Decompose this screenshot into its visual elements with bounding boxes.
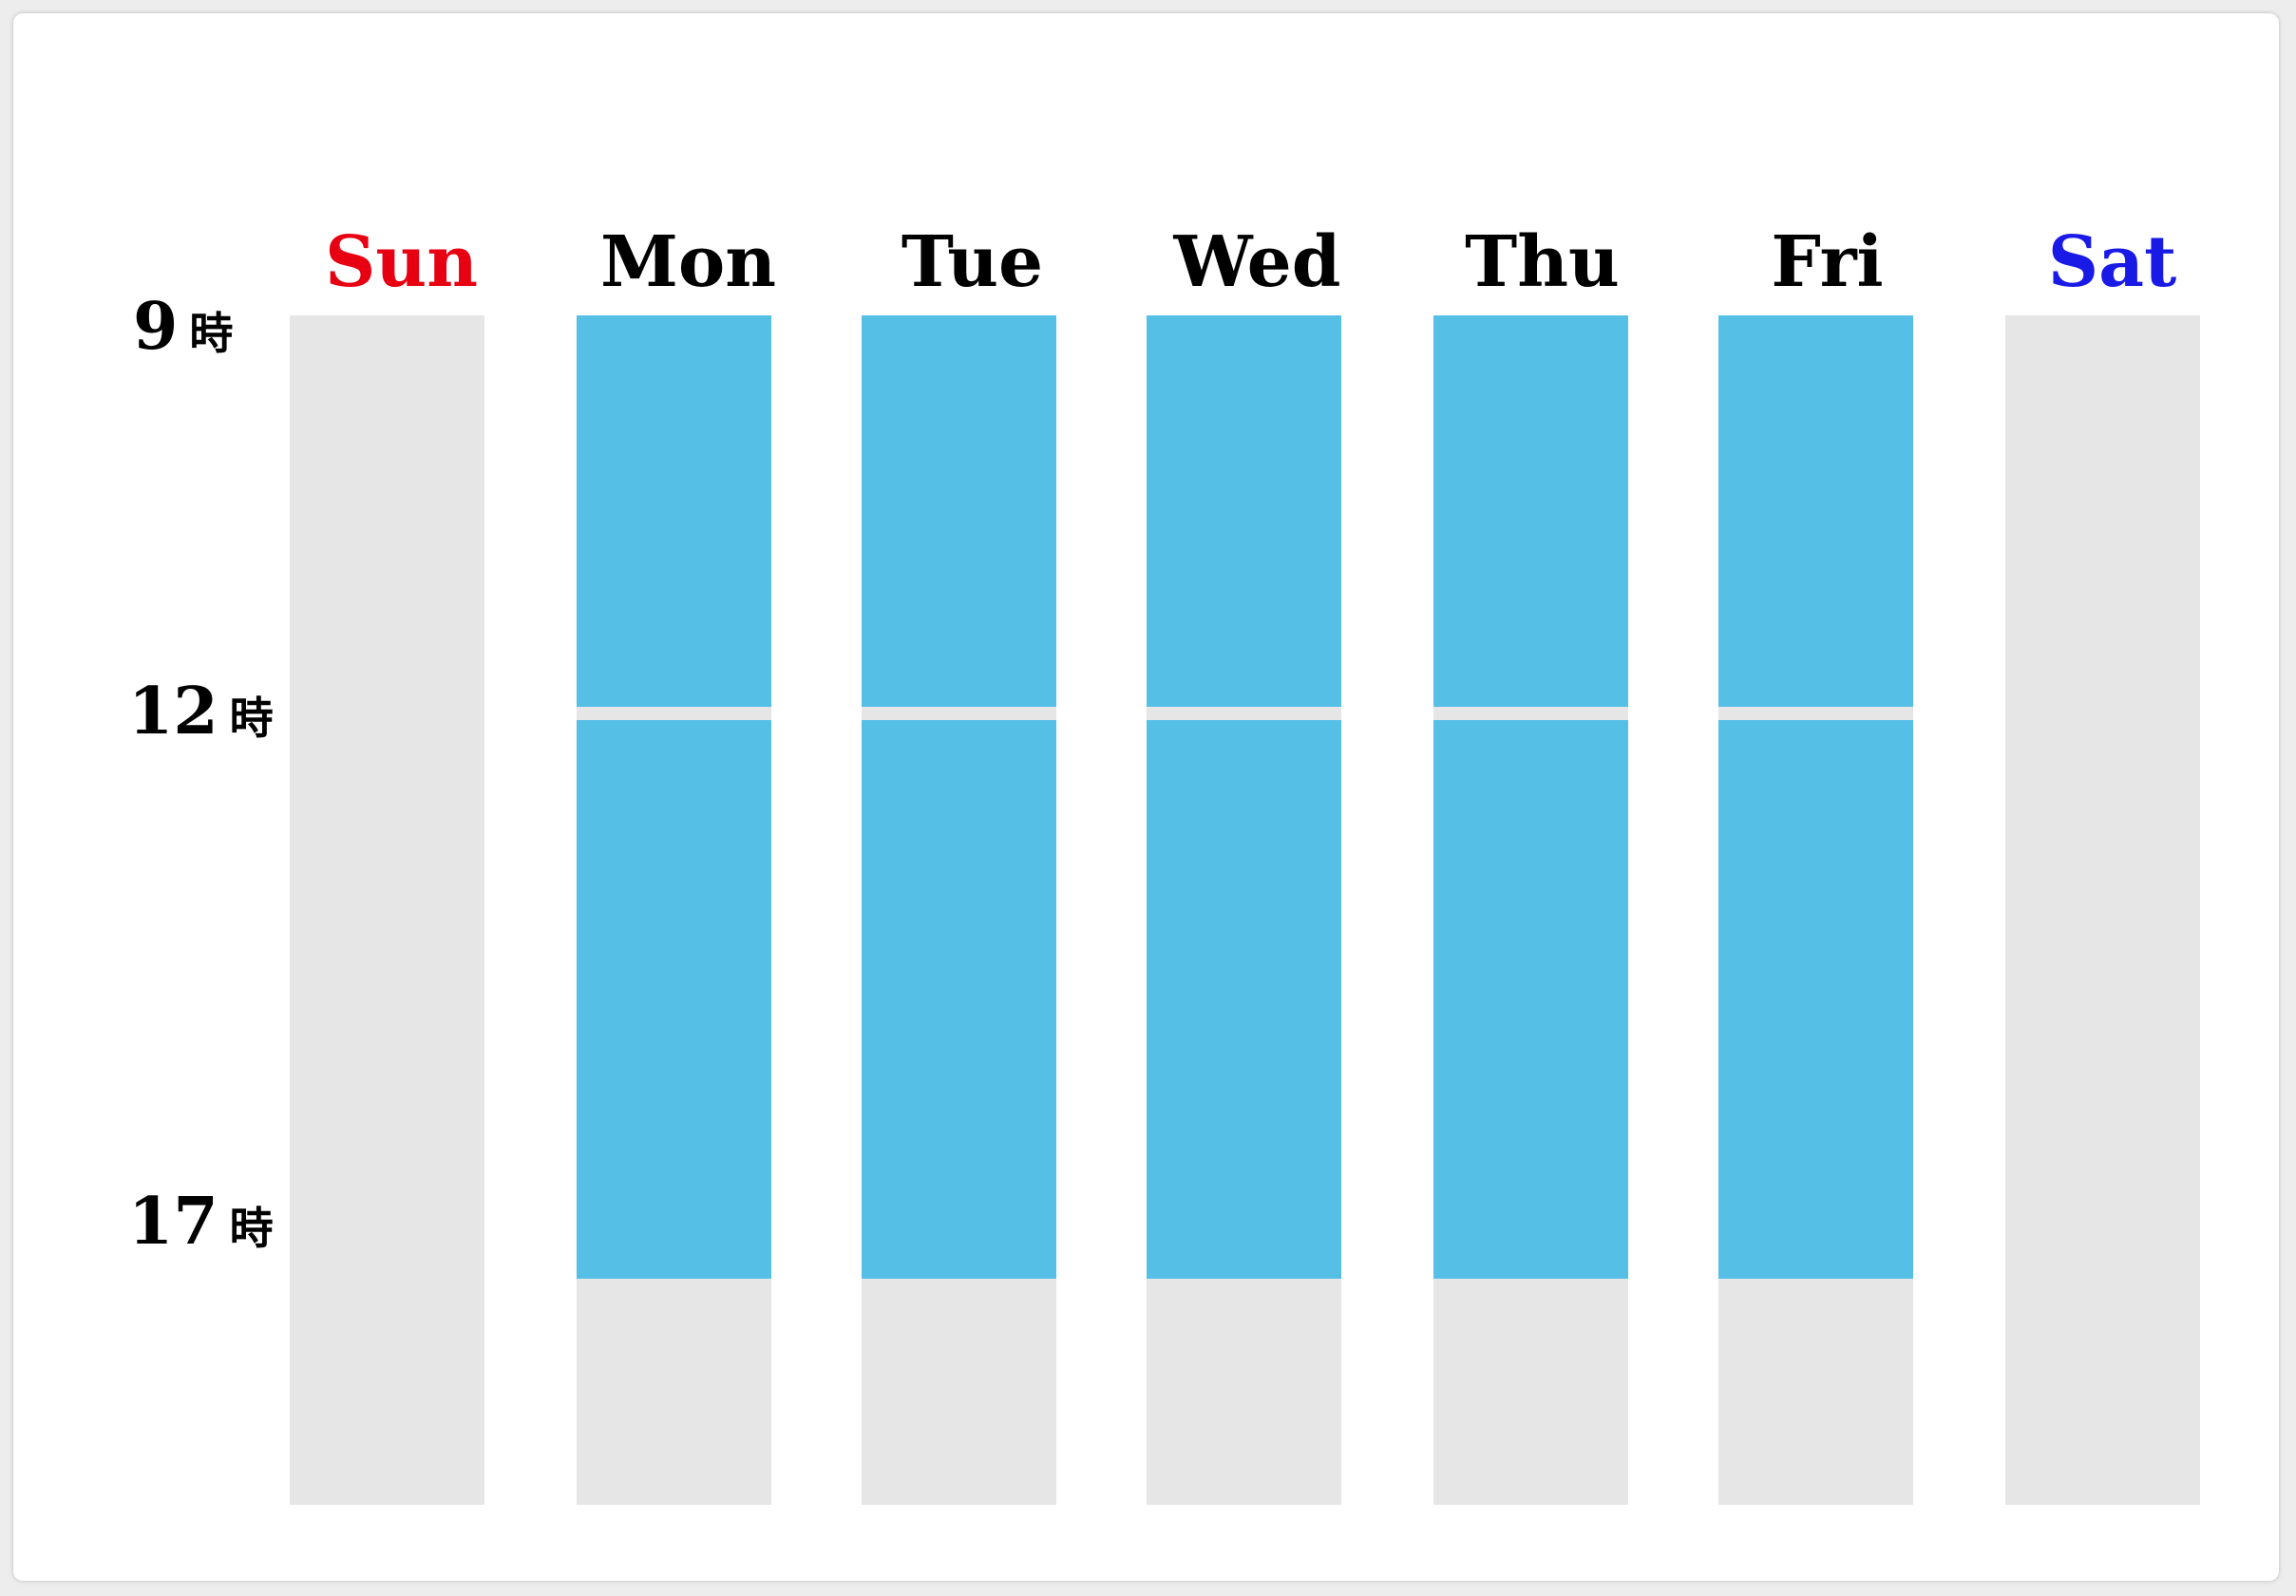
hour-unit: 時 xyxy=(229,693,274,744)
day-column-mon xyxy=(577,315,771,1505)
day-label-thu: Thu xyxy=(1465,221,1620,303)
morning-block xyxy=(1718,315,1913,707)
morning-block xyxy=(862,315,1056,707)
day-label-sun: Sun xyxy=(324,221,479,303)
day-label-fri: Fri xyxy=(1771,221,1884,303)
day-column-tue xyxy=(862,315,1056,1505)
hour-unit: 時 xyxy=(229,1203,274,1254)
hour-number: 17 xyxy=(128,1184,218,1260)
hour-label-12: 12 時 xyxy=(128,674,274,750)
afternoon-block xyxy=(577,720,771,1279)
hour-number: 12 xyxy=(128,674,218,750)
day-column-fri xyxy=(1718,315,1913,1505)
day-label-wed: Wed xyxy=(1173,221,1341,303)
afternoon-block xyxy=(1147,720,1341,1279)
afternoon-block xyxy=(1433,720,1628,1279)
day-label-sat: Sat xyxy=(2047,221,2177,303)
day-label-tue: Tue xyxy=(901,221,1044,303)
morning-block xyxy=(1147,315,1341,707)
morning-block xyxy=(1433,315,1628,707)
hour-number: 9 xyxy=(133,289,179,365)
afternoon-block xyxy=(1718,720,1913,1279)
morning-block xyxy=(577,315,771,707)
hour-unit: 時 xyxy=(189,308,234,359)
day-label-mon: Mon xyxy=(599,221,777,303)
afternoon-block xyxy=(862,720,1056,1279)
day-column-wed xyxy=(1147,315,1341,1505)
day-column-thu xyxy=(1433,315,1628,1505)
hour-label-17: 17 時 xyxy=(128,1184,274,1260)
day-column-sat xyxy=(2005,315,2200,1505)
day-column-sun xyxy=(290,315,484,1505)
